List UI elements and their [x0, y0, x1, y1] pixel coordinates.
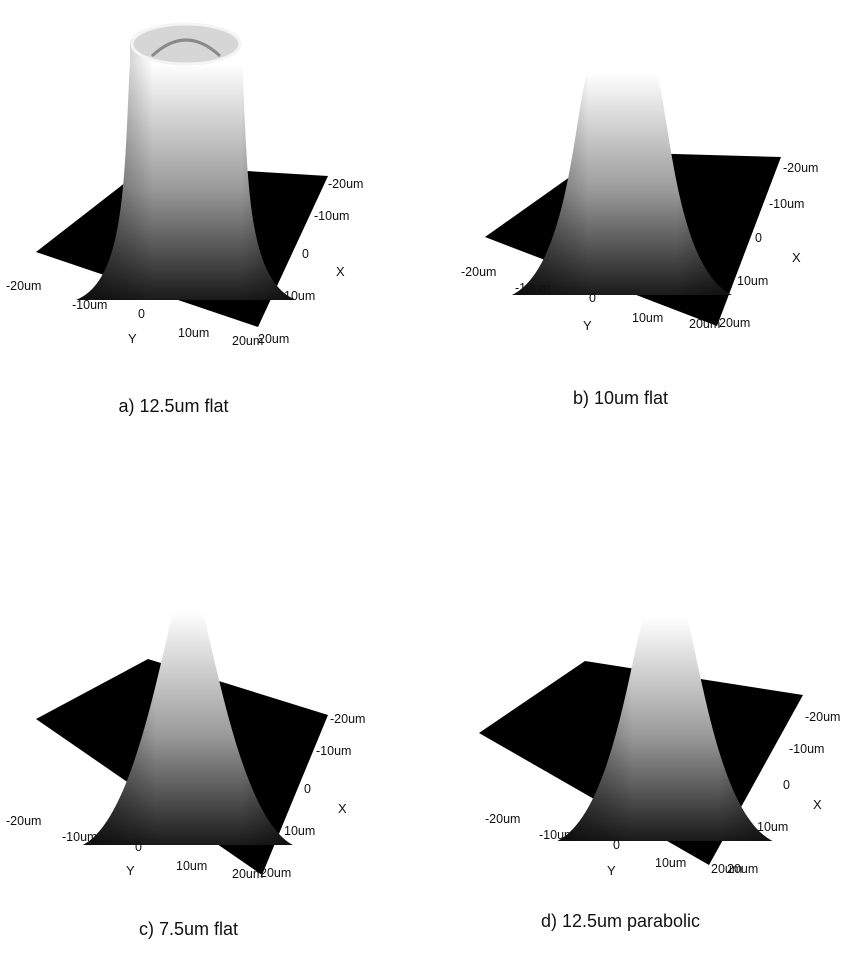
- x-tick-label: 0: [302, 247, 309, 261]
- y-axis-label: Y: [128, 331, 137, 346]
- y-tick-label: -20um: [485, 812, 520, 826]
- surface-shading: [512, 34, 732, 295]
- x-tick-label: 20um: [719, 316, 750, 330]
- surface-plot-a: -20um -10um 0 10um 20um -20um -10um 0 10um 20um Y X: [6, 22, 363, 348]
- surface-shading: [76, 22, 296, 300]
- surface-shading: [557, 578, 773, 841]
- x-tick-label: -20um: [330, 712, 365, 726]
- y-tick-label: -10um: [62, 830, 97, 844]
- x-axis-label: X: [338, 801, 347, 816]
- y-tick-label: -10um: [72, 298, 107, 312]
- x-tick-label: -20um: [783, 161, 818, 175]
- panel-d: -20um -10um 0 10um 20um -20um -10um 0 10um 20um Y X…: [427, 483, 854, 966]
- x-tick-label: 10um: [284, 824, 315, 838]
- panel-c: -20um -10um 0 10um 20um -20um -10um 0 10um 20um Y X…: [0, 483, 427, 966]
- y-tick-label: -20um: [6, 279, 41, 293]
- crater-rim: [130, 22, 242, 66]
- y-tick-label: 10um: [176, 859, 207, 873]
- y-tick-label: 10um: [178, 326, 209, 340]
- y-tick-label: -10um: [515, 281, 550, 295]
- surface-plot-d: -20um -10um 0 10um 20um -20um -10um 0 10um 20um Y X: [479, 578, 840, 878]
- x-tick-label: 20um: [260, 866, 291, 880]
- y-tick-label: 20um: [232, 867, 263, 881]
- y-tick-label: 0: [613, 838, 620, 852]
- x-tick-label: 0: [783, 778, 790, 792]
- surface-shading: [83, 570, 293, 845]
- x-tick-label: -10um: [789, 742, 824, 756]
- x-tick-label: 0: [755, 231, 762, 245]
- y-tick-label: 0: [135, 840, 142, 854]
- x-axis-label: X: [813, 797, 822, 812]
- x-tick-label: 10um: [737, 274, 768, 288]
- x-tick-label: -20um: [328, 177, 363, 191]
- x-tick-label: 10um: [757, 820, 788, 834]
- x-tick-label: -10um: [316, 744, 351, 758]
- x-tick-label: 10um: [284, 289, 315, 303]
- y-tick-label: 10um: [655, 856, 686, 870]
- y-tick-label: -20um: [461, 265, 496, 279]
- y-axis-label: Y: [126, 863, 135, 878]
- y-tick-label: -20um: [6, 814, 41, 828]
- crater-peak: [150, 38, 222, 58]
- x-tick-label: -10um: [314, 209, 349, 223]
- caption-a: a) 12.5um flat: [118, 396, 229, 416]
- y-tick-label: 20um: [689, 317, 720, 331]
- caption-d: d) 12.5um parabolic: [540, 911, 701, 931]
- x-axis-label: X: [336, 264, 345, 279]
- y-tick-label: -10um: [539, 828, 574, 842]
- x-tick-label: -10um: [769, 197, 804, 211]
- y-tick-label: 0: [589, 291, 596, 305]
- caption-c: c) 7.5um flat: [138, 919, 239, 939]
- x-tick-label: 20um: [727, 862, 758, 876]
- x-tick-label: 20um: [258, 332, 289, 346]
- surface-plot-b: -20um -10um 0 10um 20um -20um -10um 0 10um 20um Y X: [461, 34, 818, 333]
- x-tick-label: 0: [304, 782, 311, 796]
- surface-plot-c: -20um -10um 0 10um 20um -20um -10um 0 10um 20um Y X: [6, 570, 365, 881]
- y-axis-label: Y: [583, 318, 592, 333]
- x-tick-label: -20um: [805, 710, 840, 724]
- y-tick-label: 20um: [232, 334, 263, 348]
- y-tick-label: 20um: [711, 862, 742, 876]
- caption-b: b) 10um flat: [572, 388, 669, 408]
- panel-a: -20um -10um 0 10um 20um -20um -10um 0 10um 20um Y X…: [0, 0, 427, 483]
- y-tick-label: 10um: [632, 311, 663, 325]
- x-axis-label: X: [792, 250, 801, 265]
- panel-b: -20um -10um 0 10um 20um -20um -10um 0 10um 20um Y X…: [427, 0, 854, 483]
- y-tick-label: 0: [138, 307, 145, 321]
- y-axis-label: Y: [607, 863, 616, 878]
